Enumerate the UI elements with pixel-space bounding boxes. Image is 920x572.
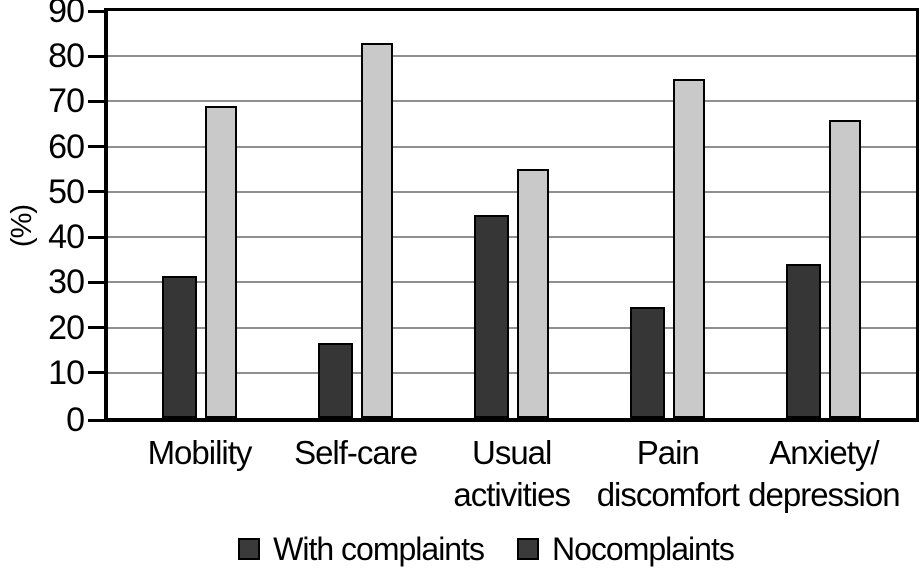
- bar-nocomplaints: [829, 119, 862, 418]
- y-axis-tick: [88, 9, 105, 13]
- y-axis-tick-label: 20: [48, 308, 85, 347]
- gridline: [108, 55, 916, 58]
- y-axis-tick-label: 0: [66, 401, 85, 439]
- y-axis-tick-label: 90: [48, 0, 85, 30]
- gridline: [108, 326, 916, 329]
- legend-item: Nocomplaints: [516, 531, 735, 567]
- gridline: [108, 100, 916, 103]
- x-category-label: Anxiety/ depression: [748, 434, 900, 513]
- bar-with-complaints: [318, 343, 354, 418]
- plot-area: [104, 8, 919, 422]
- y-axis-tick-label: 30: [48, 263, 85, 302]
- y-axis-tick-label: 70: [48, 82, 85, 121]
- legend-label: Nocomplaints: [551, 531, 735, 567]
- y-axis-tick-label: 80: [48, 37, 85, 76]
- x-category-label: Usual activities: [453, 434, 571, 513]
- legend-item: With complaints: [238, 531, 485, 567]
- y-axis-tick: [88, 190, 105, 194]
- x-category-label: Pain discomfort: [596, 434, 740, 513]
- x-category-label: Mobility: [147, 434, 253, 471]
- y-axis-tick: [88, 418, 105, 422]
- y-axis-tick: [88, 371, 105, 375]
- bar-nocomplaints: [361, 42, 394, 418]
- y-axis-tick: [88, 145, 105, 149]
- y-axis-tick: [88, 326, 105, 330]
- bar-nocomplaints: [673, 78, 706, 418]
- bar-with-complaints: [630, 307, 666, 418]
- bar-nocomplaints: [205, 105, 237, 418]
- gridline: [108, 145, 916, 148]
- legend: With complaints Nocomplaints: [0, 531, 920, 567]
- x-category-label: Self-care: [294, 434, 418, 471]
- legend-swatch-icon: [516, 538, 539, 560]
- gridline: [108, 236, 916, 239]
- y-axis-tick: [88, 99, 105, 103]
- legend-label: With complaints: [273, 531, 485, 567]
- bar-with-complaints: [786, 264, 822, 418]
- gridline: [108, 281, 916, 284]
- plot-inner: [108, 11, 916, 418]
- y-axis-tick: [88, 280, 105, 284]
- bar-with-complaints: [474, 214, 510, 418]
- y-axis-tick: [88, 235, 105, 239]
- y-axis-tick-label: 60: [48, 127, 85, 166]
- legend-row: With complaints Nocomplaints: [238, 531, 735, 567]
- bar-nocomplaints: [517, 169, 550, 418]
- bar-with-complaints: [162, 275, 197, 418]
- y-axis-tick-label: 40: [48, 218, 85, 257]
- y-axis-tick: [88, 54, 105, 58]
- y-axis-tick-label: 50: [48, 172, 85, 211]
- gridline: [108, 371, 916, 374]
- legend-swatch-icon: [238, 538, 261, 560]
- y-axis-tick-label: 10: [48, 353, 85, 392]
- gridline: [108, 190, 916, 193]
